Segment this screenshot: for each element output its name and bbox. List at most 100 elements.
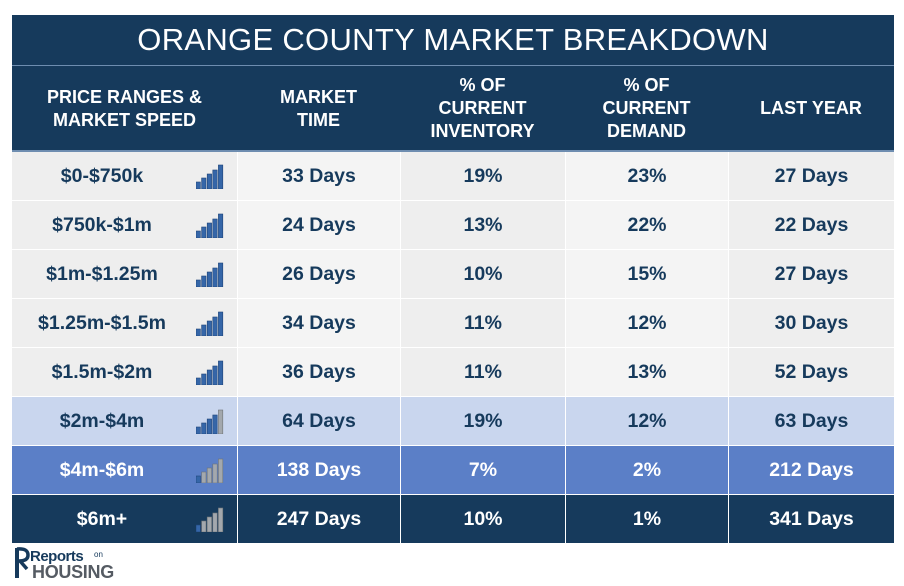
market-time-cell: 26 Days xyxy=(237,250,400,298)
market-speed-icon xyxy=(196,213,224,238)
inventory-cell: 19% xyxy=(400,397,565,445)
price-range-label: $0-$750k xyxy=(60,164,144,187)
market-time-cell: 34 Days xyxy=(237,299,400,347)
price-range-label: $1.5m-$2m xyxy=(51,360,153,383)
inventory-cell: 13% xyxy=(400,201,565,249)
inventory-cell: 7% xyxy=(400,446,565,494)
speed-bar xyxy=(218,507,224,532)
demand-cell: 15% xyxy=(565,250,728,298)
speed-bar xyxy=(196,279,201,287)
speed-bar xyxy=(201,226,207,238)
speed-bar xyxy=(218,164,224,189)
demand-cell: 2% xyxy=(565,446,728,494)
speed-bar xyxy=(196,475,201,483)
logo-text-housing: HOUSING xyxy=(32,562,114,582)
price-range-cell: $1m-$1.25m xyxy=(12,250,237,298)
speed-bar xyxy=(218,409,224,434)
speed-bar xyxy=(196,426,201,434)
speed-bar xyxy=(218,213,224,238)
price-range-label: $2m-$4m xyxy=(59,409,145,432)
last-year-cell: 27 Days xyxy=(728,250,894,298)
speed-bar xyxy=(212,512,218,532)
table-row: $1.5m-$2m 36 Days 11% 13% 52 Days xyxy=(12,348,894,397)
speed-bar xyxy=(201,471,207,483)
table-row: $0-$750k 33 Days 19% 23% 27 Days xyxy=(12,152,894,201)
speed-bar xyxy=(206,516,212,532)
header-market-time: MARKET TIME xyxy=(280,86,357,130)
market-time-cell: 64 Days xyxy=(237,397,400,445)
speed-bar xyxy=(206,173,212,189)
price-range-cell: $1.25m-$1.5m xyxy=(12,299,237,347)
inventory-cell: 10% xyxy=(400,250,565,298)
table-row: $1.25m-$1.5m 34 Days 11% 12% 30 Days xyxy=(12,299,894,348)
demand-cell: 22% xyxy=(565,201,728,249)
speed-bar xyxy=(201,324,207,336)
speed-bar xyxy=(206,271,212,287)
speed-bar xyxy=(206,369,212,385)
price-range-label: $6m+ xyxy=(76,507,128,530)
logo-text-on: on xyxy=(94,550,103,559)
inventory-cell: 11% xyxy=(400,299,565,347)
price-range-cell: $1.5m-$2m xyxy=(12,348,237,396)
speed-bar xyxy=(212,218,218,238)
inventory-cell: 10% xyxy=(400,495,565,543)
speed-bar xyxy=(201,275,207,287)
speed-bar xyxy=(218,360,224,385)
market-speed-icon xyxy=(196,311,224,336)
table-title: ORANGE COUNTY MARKET BREAKDOWN xyxy=(12,15,894,65)
speed-bar xyxy=(212,414,218,434)
speed-bar xyxy=(201,373,207,385)
price-range-label: $750k-$1m xyxy=(52,213,152,236)
logo-text-reports: Reports xyxy=(30,548,84,565)
speed-bar xyxy=(206,320,212,336)
market-speed-icon xyxy=(196,409,224,434)
header-demand: % OF CURRENT DEMAND xyxy=(602,75,691,141)
speed-bar xyxy=(212,463,218,483)
last-year-cell: 341 Days xyxy=(728,495,894,543)
last-year-cell: 27 Days xyxy=(728,152,894,200)
header-price-ranges: PRICE RANGES & MARKET SPEED xyxy=(46,86,203,130)
last-year-cell: 52 Days xyxy=(728,348,894,396)
speed-bar xyxy=(196,230,201,238)
market-time-cell: 36 Days xyxy=(237,348,400,396)
inventory-cell: 11% xyxy=(400,348,565,396)
demand-cell: 23% xyxy=(565,152,728,200)
table-row: $6m+ 247 Days 10% 1% 341 Days xyxy=(12,495,894,544)
speed-bar xyxy=(196,181,201,189)
header-inventory: % OF CURRENT INVENTORY xyxy=(430,75,535,141)
market-time-cell: 24 Days xyxy=(237,201,400,249)
speed-bar xyxy=(212,365,218,385)
speed-bar xyxy=(196,377,201,385)
price-range-cell: $0-$750k xyxy=(12,152,237,200)
house-logo-icon xyxy=(15,547,30,578)
market-speed-icon xyxy=(196,458,224,483)
speed-bar xyxy=(201,177,207,189)
market-speed-icon xyxy=(196,360,224,385)
market-speed-icon xyxy=(196,164,224,189)
price-range-label: $1m-$1.25m xyxy=(46,262,158,285)
header-last-year: LAST YEAR xyxy=(760,98,862,118)
speed-bar xyxy=(206,418,212,434)
speed-bar xyxy=(212,267,218,287)
speed-bar xyxy=(196,328,201,336)
demand-cell: 12% xyxy=(565,397,728,445)
speed-bar xyxy=(218,262,224,287)
price-range-label: $4m-$6m xyxy=(59,458,145,481)
price-range-cell: $2m-$4m xyxy=(12,397,237,445)
last-year-cell: 30 Days xyxy=(728,299,894,347)
price-range-cell: $750k-$1m xyxy=(12,201,237,249)
market-time-cell: 33 Days xyxy=(237,152,400,200)
demand-cell: 13% xyxy=(565,348,728,396)
speed-bar xyxy=(196,524,201,532)
table-row: $2m-$4m 64 Days 19% 12% 63 Days xyxy=(12,397,894,446)
reports-on-housing-logo: Reports on HOUSING xyxy=(14,546,124,584)
price-range-label: $1.25m-$1.5m xyxy=(38,311,166,334)
table-row: $1m-$1.25m 26 Days 10% 15% 27 Days xyxy=(12,250,894,299)
market-time-cell: 247 Days xyxy=(237,495,400,543)
market-speed-icon xyxy=(196,262,224,287)
table-row: $4m-$6m 138 Days 7% 2% 212 Days xyxy=(12,446,894,495)
speed-bar xyxy=(206,467,212,483)
market-time-cell: 138 Days xyxy=(237,446,400,494)
speed-bar xyxy=(218,458,224,483)
speed-bar xyxy=(206,222,212,238)
